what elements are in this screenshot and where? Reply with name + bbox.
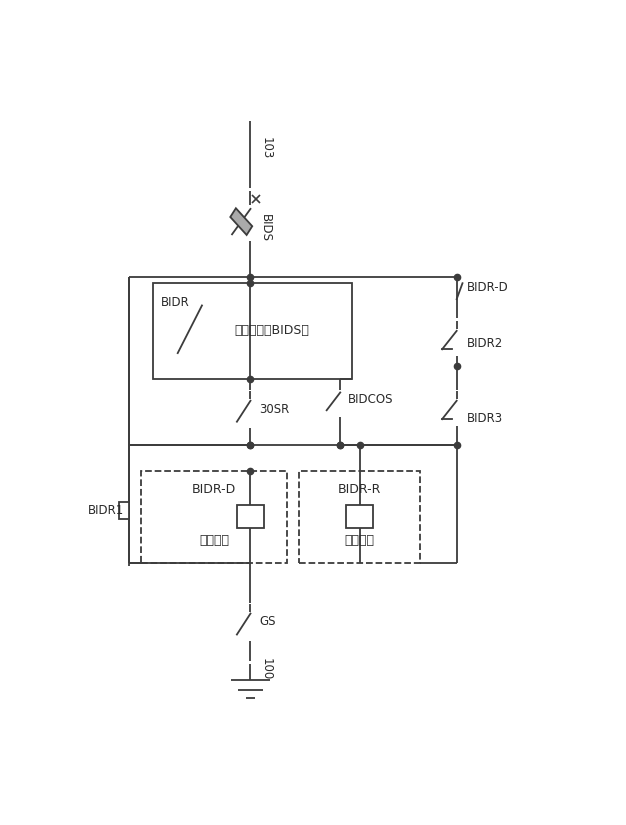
Text: BIDS: BIDS (259, 214, 272, 242)
Bar (153, 283, 352, 379)
Text: BIDR: BIDR (161, 296, 190, 309)
Bar (299, 470, 420, 563)
Text: BIDR-D: BIDR-D (192, 483, 236, 496)
Bar (346, 505, 373, 528)
Text: BIDR2: BIDR2 (468, 337, 503, 350)
Text: 103: 103 (259, 137, 272, 159)
Text: BIDR-R: BIDR-R (338, 483, 381, 496)
Text: 动作线圈: 动作线圈 (199, 534, 229, 547)
Text: 先稳装置（BIDS）: 先稳装置（BIDS） (235, 324, 310, 337)
Text: BIDCOS: BIDCOS (348, 393, 394, 406)
Text: BIDR1: BIDR1 (88, 504, 124, 516)
Text: GS: GS (259, 615, 275, 629)
Text: 复位线圈: 复位线圈 (345, 534, 374, 547)
Text: BIDR3: BIDR3 (468, 412, 503, 425)
Text: 30SR: 30SR (259, 403, 289, 416)
Bar (230, 208, 252, 235)
Text: 100: 100 (259, 658, 272, 680)
Bar (237, 505, 264, 528)
Text: BIDR-D: BIDR-D (468, 281, 509, 295)
Bar (118, 502, 129, 519)
Bar (141, 470, 287, 563)
